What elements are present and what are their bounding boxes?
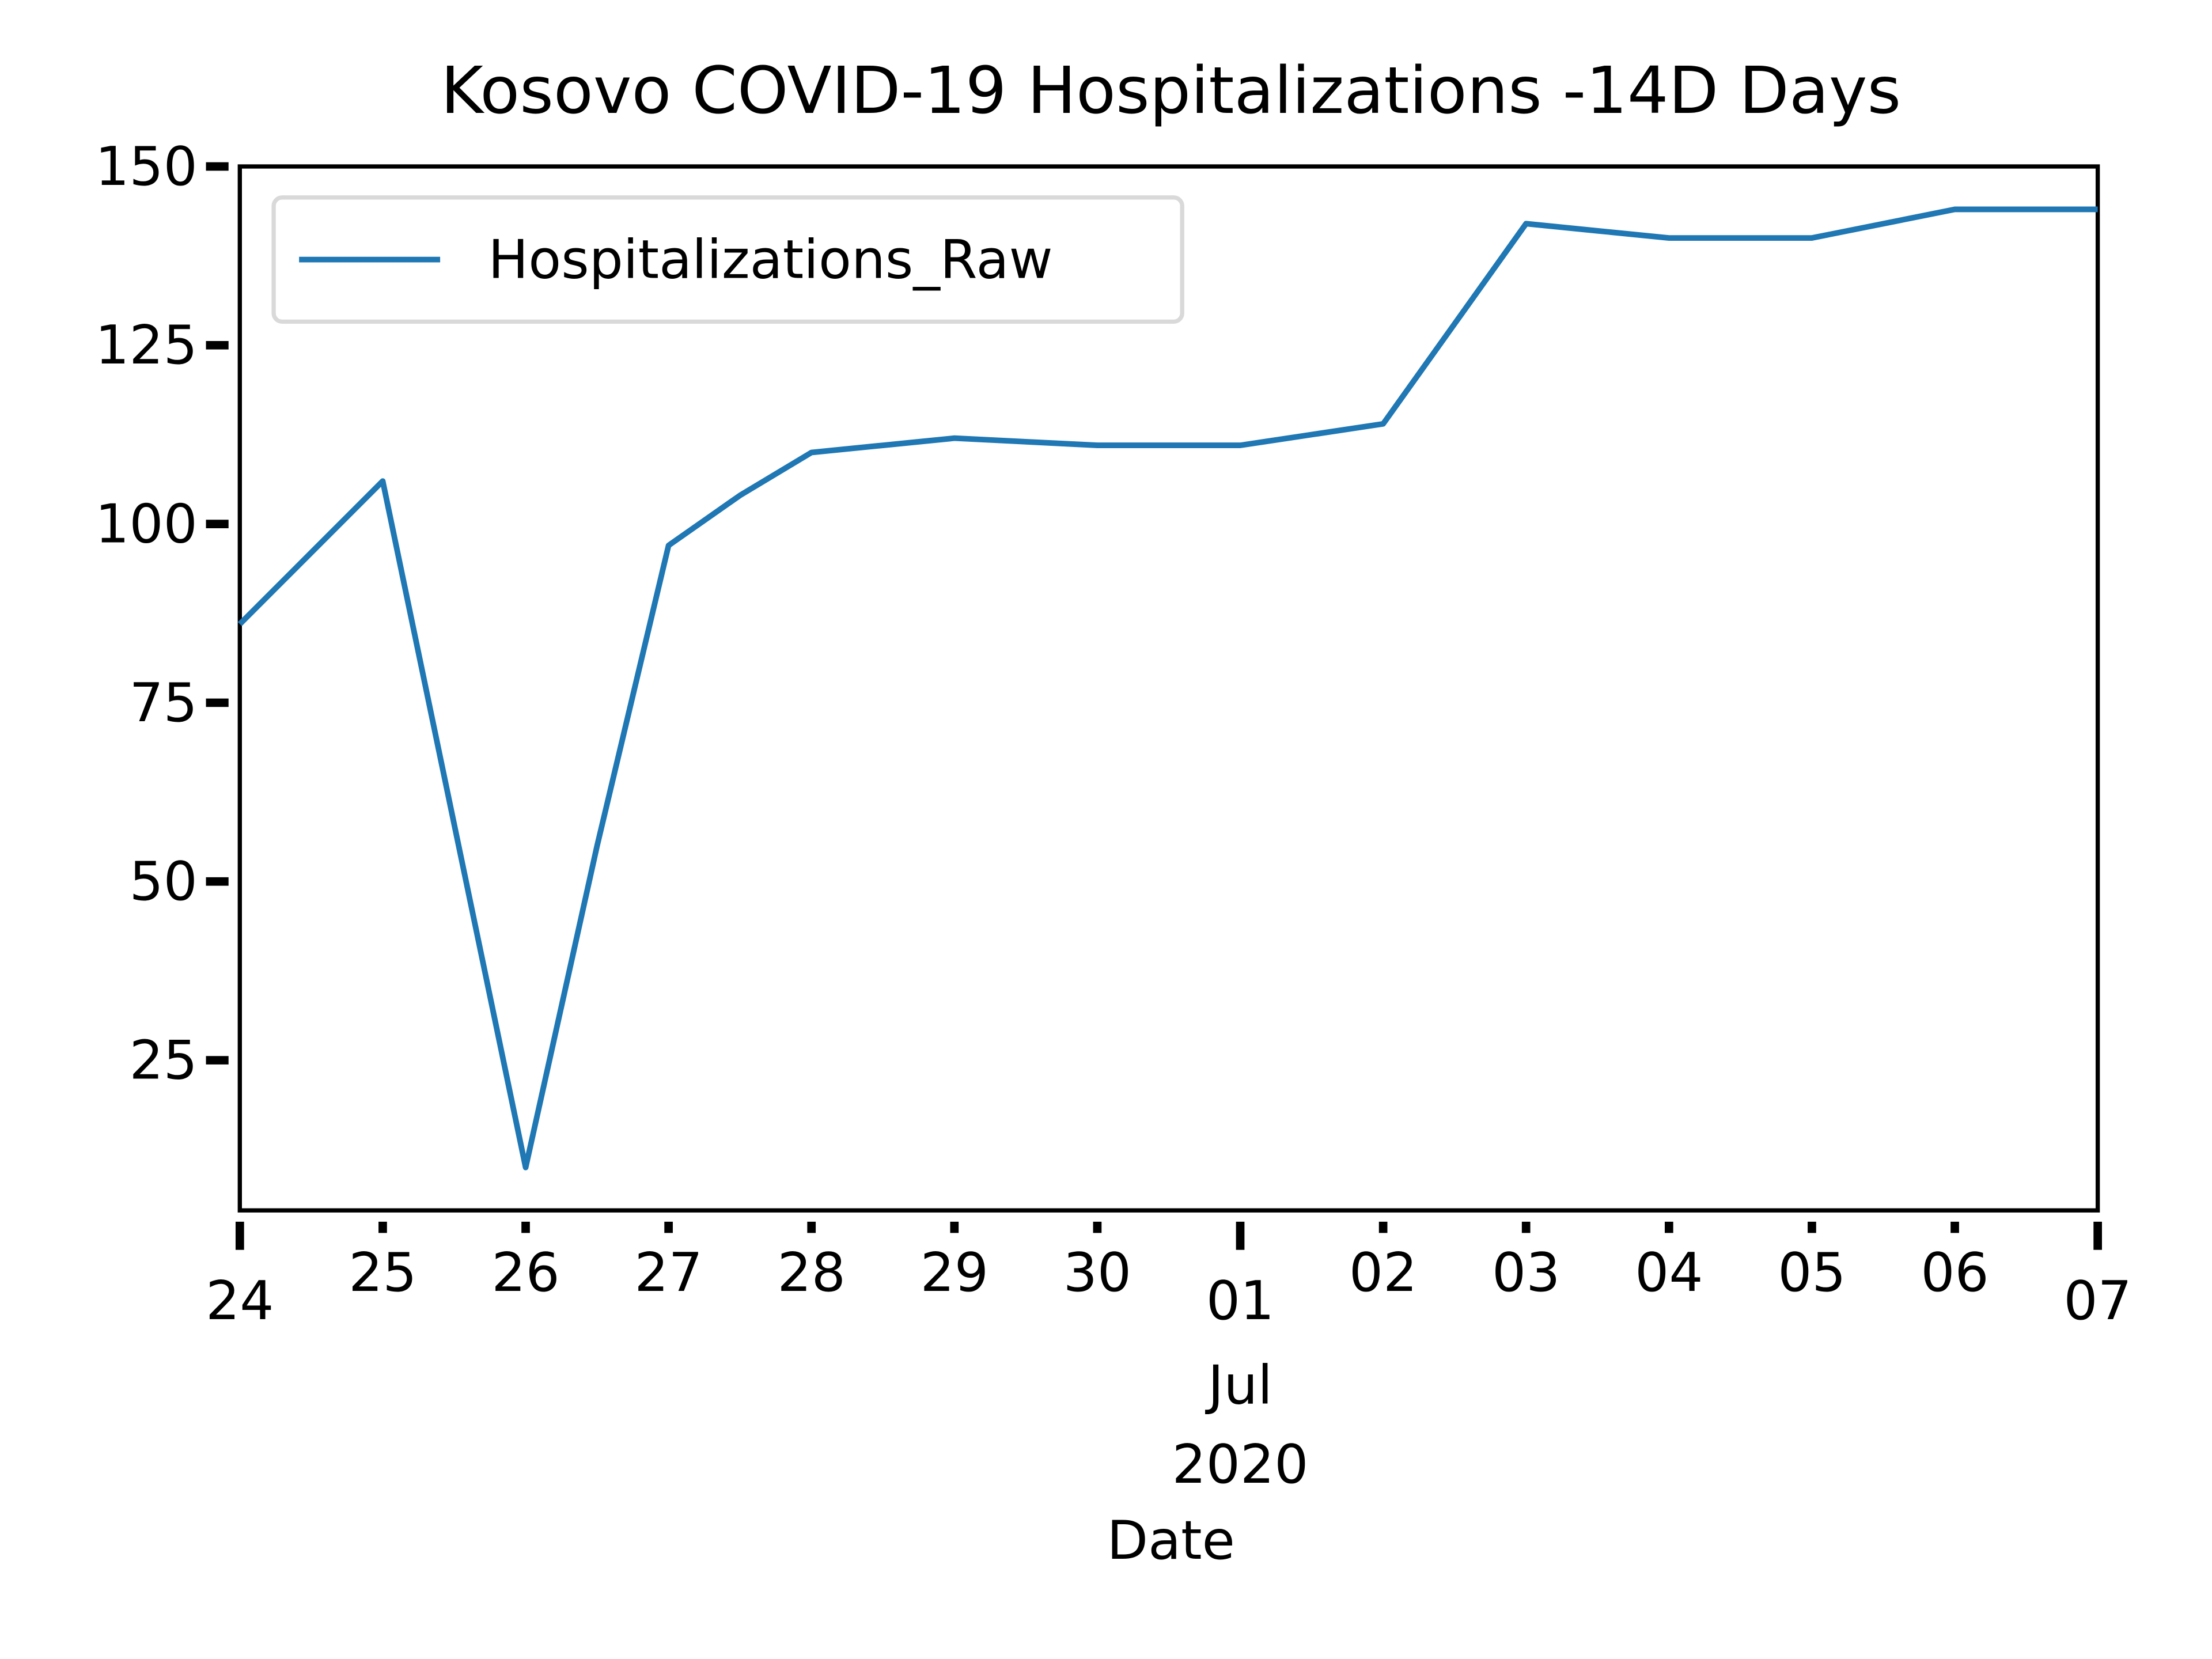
x-tick-label: 25 xyxy=(349,1241,416,1304)
y-tick-label: 50 xyxy=(129,850,197,912)
series-line xyxy=(237,206,2098,1171)
legend: Hospitalizations_Raw xyxy=(271,195,1184,324)
x-tick-label: 26 xyxy=(491,1241,559,1304)
x-tick-label: 27 xyxy=(634,1241,702,1304)
x-tick-label: 30 xyxy=(1063,1241,1131,1304)
y-tick-label: 25 xyxy=(129,1029,197,1091)
legend-label: Hospitalizations_Raw xyxy=(488,228,1052,290)
y-tick-label: 125 xyxy=(95,314,198,376)
chart-title: Kosovo COVID-19 Hospitalizations -14D Da… xyxy=(441,52,1901,128)
x-tick-label: 07 xyxy=(2063,1270,2131,1332)
x-tick-label: 01 xyxy=(1206,1270,1274,1332)
x-tick-sublabel: Jul xyxy=(1205,1354,1272,1416)
x-tick-label: 06 xyxy=(1921,1241,1988,1304)
legend-box xyxy=(271,195,1184,324)
y-tick-label: 75 xyxy=(129,672,197,734)
x-axis-label: Date xyxy=(1107,1509,1234,1571)
x-tick-label: 02 xyxy=(1349,1241,1417,1304)
x-tick-label: 28 xyxy=(778,1241,846,1304)
plot-frame xyxy=(237,164,2100,1213)
x-tick-label: 04 xyxy=(1635,1241,1703,1304)
x-tick-label: 29 xyxy=(921,1241,988,1304)
x-tick-sublabel: 2020 xyxy=(1172,1433,1309,1495)
y-tick-label: 100 xyxy=(95,493,198,555)
x-tick-label: 03 xyxy=(1492,1241,1560,1304)
x-tick-label: 05 xyxy=(1778,1241,1846,1304)
x-tick-label: 24 xyxy=(206,1270,274,1332)
y-tick-label: 150 xyxy=(95,135,198,198)
